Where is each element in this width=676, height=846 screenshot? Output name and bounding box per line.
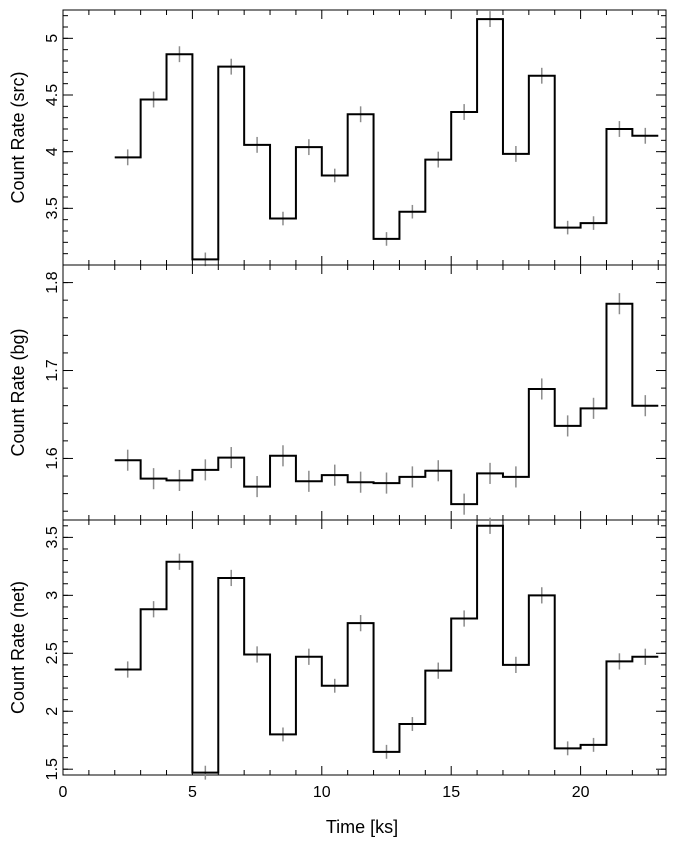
y-tick-label: 3 <box>44 591 61 600</box>
y-tick-label: 4.5 <box>44 84 61 106</box>
rate-step-line <box>114 18 659 261</box>
y-tick-label: 3.5 <box>44 526 61 548</box>
y-axis-title: Count Rate (bg) <box>8 328 28 456</box>
y-axis-title: Count Rate (src) <box>8 71 28 203</box>
x-tick-label: 5 <box>188 784 197 801</box>
panel-1: 3.5 4 4.5 5 Count Rate (src) <box>8 9 667 267</box>
x-axis-title: Time [ks] <box>326 817 398 837</box>
y-tick-label: 2 <box>44 707 61 716</box>
y-axis-title: Count Rate (net) <box>8 581 28 714</box>
x-tick-label: 15 <box>442 784 460 801</box>
y-tick-label: 1.8 <box>44 271 61 293</box>
y-tick-label: 2.5 <box>44 642 61 664</box>
panel-3: 1.5 2 2.5 3 3.5 Count Rate (net) <box>8 517 667 780</box>
y-tick-label: 4 <box>44 147 61 156</box>
x-tick-label: 0 <box>59 784 68 801</box>
plot-layer: 3.5 4 4.5 5 Count Rate (src) 1.6 1.7 1.8 Count R… <box>8 9 667 801</box>
panel-2: 1.6 1.7 1.8 Count Rate (bg) <box>8 264 667 521</box>
x-tick-label: 10 <box>313 784 331 801</box>
y-tick-label: 5 <box>44 34 61 43</box>
rate-step-line <box>114 524 659 774</box>
y-tick-label: 3.5 <box>44 197 61 219</box>
y-tick-label: 1.7 <box>44 359 61 381</box>
y-tick-label: 1.6 <box>44 447 61 469</box>
x-tick-label: 20 <box>572 784 590 801</box>
y-tick-label: 1.5 <box>44 758 61 780</box>
rate-step-line <box>114 302 659 506</box>
panel-frame <box>62 519 667 776</box>
